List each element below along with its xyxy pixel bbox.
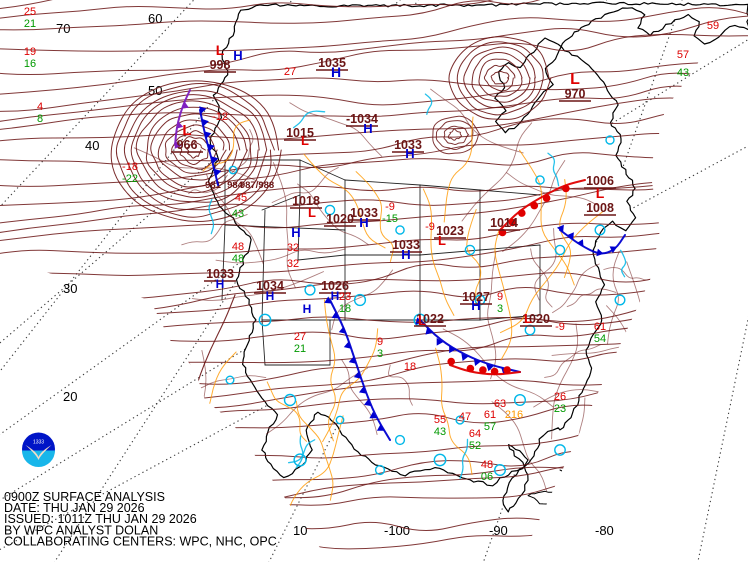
svg-text:H: H: [405, 146, 414, 161]
svg-text:59: 59: [707, 20, 719, 32]
svg-text:-22: -22: [122, 173, 138, 185]
svg-text:H: H: [471, 298, 480, 313]
svg-text:40: 40: [85, 138, 99, 153]
svg-text:H: H: [233, 48, 242, 63]
svg-text:H: H: [359, 215, 368, 230]
svg-text:H: H: [363, 121, 372, 136]
svg-text:L: L: [570, 71, 580, 88]
svg-text:48: 48: [481, 459, 493, 471]
svg-text:L: L: [308, 205, 316, 220]
svg-text:-9: -9: [385, 201, 395, 213]
svg-text:23: 23: [554, 403, 566, 415]
svg-text:216: 216: [505, 409, 523, 421]
svg-text:27: 27: [284, 66, 296, 78]
svg-text:43: 43: [232, 208, 244, 220]
svg-text:8: 8: [37, 113, 43, 125]
svg-text:-18: -18: [122, 161, 138, 173]
svg-text:H: H: [331, 64, 341, 80]
svg-text:19: 19: [24, 46, 36, 58]
svg-text:32: 32: [287, 242, 299, 254]
svg-text:981: 981: [205, 180, 222, 191]
svg-text:27: 27: [294, 331, 306, 343]
svg-text:52: 52: [469, 440, 481, 452]
svg-text:30: 30: [63, 281, 77, 296]
svg-text:9: 9: [377, 336, 383, 348]
svg-text:-15: -15: [382, 213, 398, 225]
svg-text:55: 55: [434, 414, 446, 426]
svg-text:H: H: [303, 302, 312, 316]
svg-text:45: 45: [235, 192, 247, 204]
svg-text:L: L: [418, 313, 426, 328]
svg-text:L: L: [596, 185, 605, 201]
svg-text:64: 64: [469, 428, 481, 440]
svg-text:-9: -9: [555, 321, 565, 333]
svg-text:H: H: [216, 277, 225, 291]
svg-text:06: 06: [481, 471, 493, 483]
svg-text:47: 47: [459, 411, 471, 423]
svg-text:20: 20: [63, 389, 77, 404]
svg-text:1008: 1008: [586, 201, 614, 215]
svg-text:-1034: -1034: [346, 112, 378, 126]
svg-text:61: 61: [594, 321, 606, 333]
svg-text:L: L: [216, 42, 225, 58]
svg-text:4: 4: [37, 101, 43, 113]
svg-text:L: L: [182, 122, 191, 139]
svg-text:H: H: [266, 289, 275, 303]
svg-text:26: 26: [554, 391, 566, 403]
svg-text:18: 18: [339, 303, 351, 315]
svg-text:10: 10: [293, 523, 307, 538]
svg-text:L: L: [438, 233, 446, 248]
svg-text:54: 54: [594, 333, 606, 345]
svg-text:COLLABORATING CENTERS: WPC, NH: COLLABORATING CENTERS: WPC, NHC, OPC: [4, 534, 277, 548]
svg-text:-100: -100: [384, 523, 410, 538]
svg-text:9: 9: [497, 291, 503, 303]
svg-text:18: 18: [404, 361, 416, 373]
svg-text:57: 57: [484, 421, 496, 433]
svg-text:1333: 1333: [33, 440, 44, 446]
svg-text:H: H: [291, 225, 300, 240]
svg-text:L: L: [524, 311, 532, 326]
svg-text:16: 16: [24, 58, 36, 70]
svg-text:970: 970: [565, 87, 586, 101]
svg-text:21: 21: [24, 18, 36, 30]
svg-text:-80: -80: [595, 523, 614, 538]
svg-text:43: 43: [434, 426, 446, 438]
svg-text:57: 57: [677, 49, 689, 61]
svg-text:-9: -9: [425, 221, 435, 233]
svg-text:61: 61: [484, 409, 496, 421]
svg-text:987/988: 987/988: [240, 180, 274, 191]
svg-text:21: 21: [294, 343, 306, 355]
svg-text:L: L: [301, 133, 309, 148]
svg-text:998: 998: [210, 58, 231, 72]
svg-text:23: 23: [339, 291, 351, 303]
svg-text:48: 48: [232, 241, 244, 253]
svg-text:H: H: [401, 247, 410, 262]
svg-text:1014: 1014: [490, 216, 518, 230]
svg-text:32: 32: [287, 258, 299, 270]
svg-text:48: 48: [232, 253, 244, 265]
svg-text:25: 25: [24, 6, 36, 18]
svg-text:3: 3: [497, 303, 503, 315]
svg-text:-12: -12: [212, 111, 228, 123]
svg-text:966: 966: [177, 138, 198, 152]
svg-text:1015: 1015: [286, 126, 314, 140]
svg-text:43: 43: [677, 67, 689, 79]
svg-text:3: 3: [377, 348, 383, 360]
